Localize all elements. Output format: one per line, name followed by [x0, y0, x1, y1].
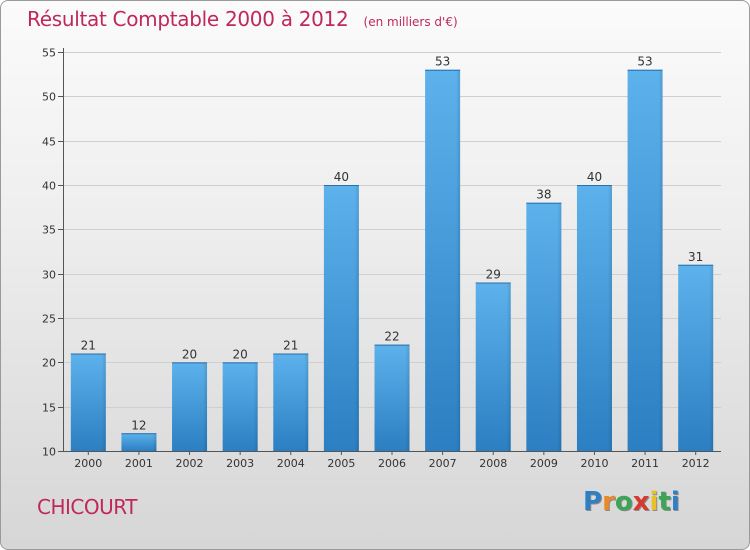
- bar-shade: [557, 202, 562, 451]
- bar-shade: [658, 69, 663, 451]
- bar-2003: [222, 362, 258, 451]
- bar-2006: [374, 344, 410, 451]
- y-tick-label: 15: [42, 402, 56, 415]
- bar-2005: [323, 185, 359, 451]
- bar-2007: [425, 69, 461, 451]
- x-tick-label: 2001: [125, 457, 153, 470]
- chart-title: Résultat Comptable 2000 à 2012: [27, 7, 349, 31]
- bar-2004: [273, 353, 309, 451]
- logo-letter: r: [602, 487, 615, 517]
- x-tick-label: 2005: [327, 457, 355, 470]
- bar-2001: [121, 433, 157, 451]
- y-tick-label: 40: [42, 180, 56, 193]
- x-tick-label: 2010: [580, 457, 608, 470]
- bar-shade: [101, 353, 106, 451]
- bar-2009: [526, 202, 562, 451]
- chart-subtitle: (en milliers d'€): [363, 15, 458, 29]
- x-tick-label: 2004: [277, 457, 305, 470]
- logo-letter: P: [583, 487, 603, 517]
- value-label: 38: [536, 188, 551, 202]
- bar-shade: [203, 362, 208, 451]
- x-tick-label: 2006: [378, 457, 406, 470]
- bar-shade: [456, 69, 461, 451]
- x-tick-label: 2002: [176, 457, 204, 470]
- bar-shade: [506, 282, 511, 451]
- logo-letter: t: [658, 487, 671, 517]
- logo-letter: o: [614, 487, 633, 517]
- bar-shade: [354, 185, 359, 451]
- bar-shade: [405, 344, 410, 451]
- bar-2002: [172, 362, 208, 451]
- y-tick-label: 10: [42, 446, 56, 459]
- y-tick-label: 30: [42, 269, 56, 282]
- x-tick-label: 2011: [631, 457, 659, 470]
- x-tick-label: 2012: [682, 457, 710, 470]
- value-label: 53: [435, 55, 450, 69]
- value-label: 12: [131, 418, 146, 432]
- value-label: 21: [283, 338, 298, 352]
- x-tick-label: 2008: [479, 457, 507, 470]
- y-tick-label: 55: [42, 47, 56, 60]
- y-tick-label: 25: [42, 313, 56, 326]
- bar-shade: [253, 362, 258, 451]
- value-label: 20: [233, 347, 248, 361]
- bars: [70, 69, 714, 451]
- bar-2000: [70, 353, 106, 451]
- value-label: 40: [334, 170, 349, 184]
- value-label: 29: [486, 268, 501, 282]
- value-label: 53: [637, 55, 652, 69]
- x-tick-label: 2000: [74, 457, 102, 470]
- y-tick-label: 20: [42, 357, 56, 370]
- logo-letter: i: [649, 487, 659, 517]
- commune-name: CHICOURT: [37, 495, 137, 519]
- x-tick-label: 2007: [429, 457, 457, 470]
- bar-2011: [627, 69, 663, 451]
- title-row: Résultat Comptable 2000 à 2012 (en milli…: [27, 7, 458, 31]
- bar-shade: [709, 264, 714, 451]
- bar-shade: [607, 185, 612, 451]
- bar-shade: [152, 433, 157, 451]
- bar-2010: [576, 185, 612, 451]
- y-tick-label: 35: [42, 224, 56, 237]
- bar-shade: [304, 353, 309, 451]
- logo-letter: i: [670, 487, 680, 517]
- y-tick-label: 50: [42, 91, 56, 104]
- bar-2012: [678, 264, 714, 451]
- value-label: 21: [81, 338, 96, 352]
- value-label: 40: [587, 170, 602, 184]
- value-label: 20: [182, 347, 197, 361]
- y-tick-label: 45: [42, 136, 56, 149]
- x-tick-label: 2003: [226, 457, 254, 470]
- x-tick-label: 2009: [530, 457, 558, 470]
- labels: 21 12 20 20 21 40 22 53 29 38 40 53 31: [81, 55, 704, 433]
- value-label: 22: [384, 330, 399, 344]
- axes: 10 15 20 25 30 35 40 45 50 55 2000 2001 2002 2003 2004…: [42, 47, 721, 470]
- value-label: 31: [688, 250, 703, 264]
- logo-letter: x: [632, 487, 650, 517]
- bar-2008: [475, 282, 511, 451]
- proxiti-logo: Proxiti: [583, 487, 680, 517]
